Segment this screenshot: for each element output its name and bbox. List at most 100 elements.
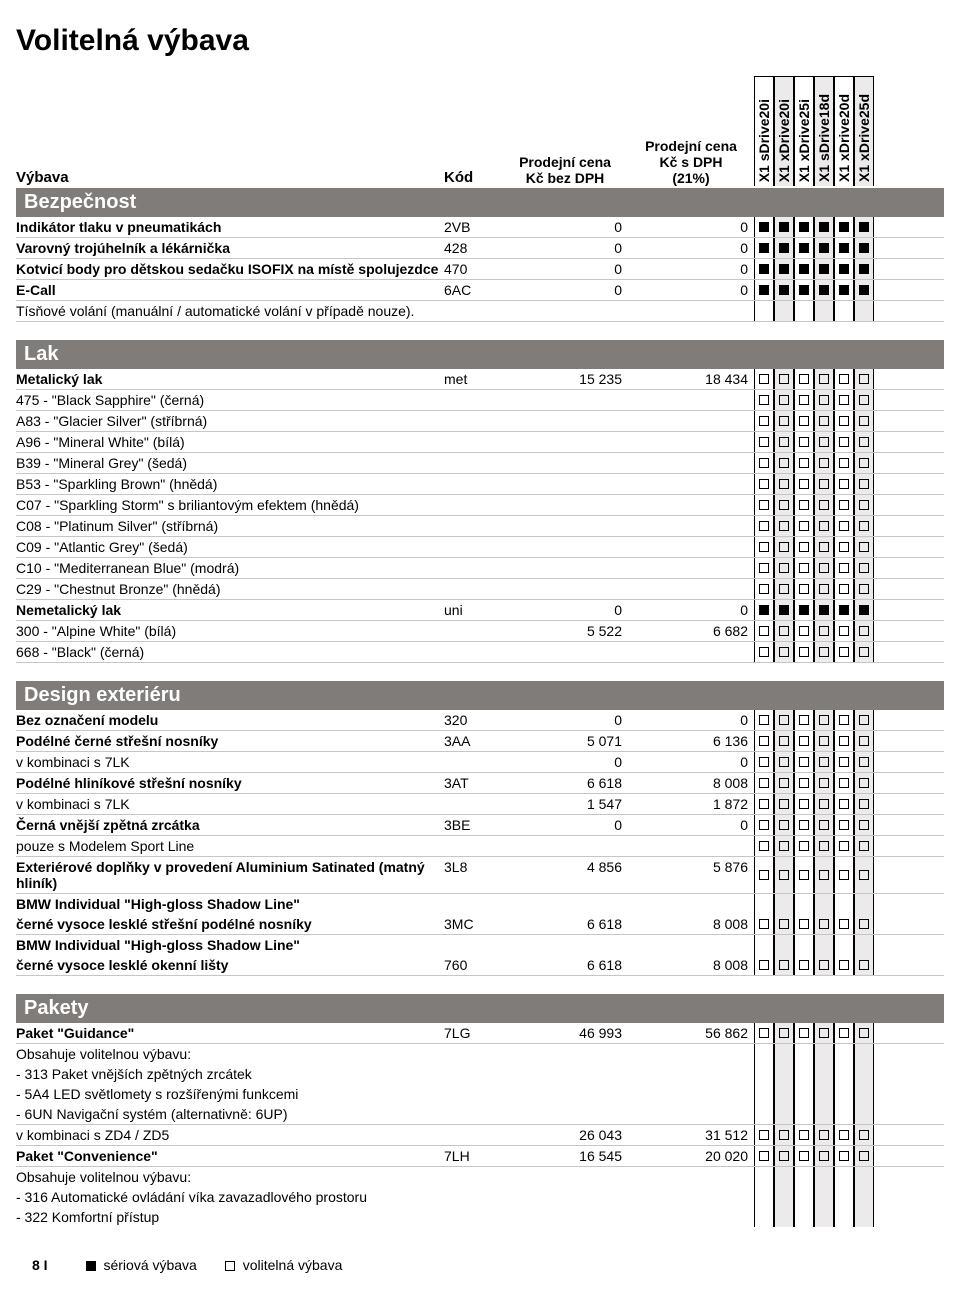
model-cell	[754, 432, 774, 452]
empty-square-icon	[759, 799, 769, 809]
model-cell	[754, 1023, 774, 1043]
model-cell	[774, 453, 794, 473]
row-price2: 6 136	[628, 731, 754, 751]
table-row: Varovný trojúhelník a lékárnička42800	[16, 238, 944, 259]
model-cell	[814, 710, 834, 730]
model-cell	[834, 642, 854, 662]
empty-square-icon	[799, 715, 809, 725]
row-price1: 5 071	[502, 731, 628, 751]
row-price1	[502, 474, 628, 494]
model-cell	[854, 369, 874, 389]
row-label: Bez označení modelu	[16, 710, 444, 730]
model-cell	[774, 894, 794, 914]
model-cell	[834, 301, 854, 321]
model-cell	[854, 752, 874, 772]
row-code	[444, 537, 502, 557]
row-code	[444, 794, 502, 814]
row-price2: 20 020	[628, 1146, 754, 1166]
model-cell	[794, 390, 814, 410]
empty-square-icon	[779, 841, 789, 851]
row-price2: 1 872	[628, 794, 754, 814]
row-models	[754, 1023, 874, 1043]
empty-square-icon	[819, 919, 829, 929]
page-title: Volitelná výbava	[16, 24, 944, 58]
model-cell	[774, 432, 794, 452]
hdr-price2: Prodejní cenaKč s DPH(21%)	[628, 138, 754, 186]
row-label: Varovný trojúhelník a lékárnička	[16, 238, 444, 258]
row-models	[754, 537, 874, 557]
row-price2	[628, 1187, 754, 1207]
empty-square-icon	[859, 626, 869, 636]
hdr-price1: Prodejní cenaKč bez DPH	[502, 154, 628, 186]
model-cell	[774, 390, 794, 410]
row-code: 3AT	[444, 773, 502, 793]
model-cell	[754, 621, 774, 641]
row-models	[754, 935, 874, 955]
model-cell	[774, 411, 794, 431]
empty-square-icon	[859, 799, 869, 809]
table-row: Kotvicí body pro dětskou sedačku ISOFIX …	[16, 259, 944, 280]
empty-square-icon	[779, 500, 789, 510]
model-cell	[834, 731, 854, 751]
row-code	[444, 432, 502, 452]
table-row: Indikátor tlaku v pneumatikách2VB00	[16, 217, 944, 238]
model-cell	[814, 731, 834, 751]
row-code	[444, 390, 502, 410]
model-cell	[774, 836, 794, 856]
empty-square-icon	[819, 757, 829, 767]
model-cell	[794, 1187, 814, 1207]
row-code	[444, 1187, 502, 1207]
empty-square-icon	[759, 374, 769, 384]
model-cell	[774, 1187, 794, 1207]
row-models	[754, 1187, 874, 1207]
row-price2: 6 682	[628, 621, 754, 641]
model-cell	[834, 411, 854, 431]
empty-square-icon	[859, 1130, 869, 1140]
row-code: 3L8	[444, 857, 502, 893]
empty-square-icon	[859, 715, 869, 725]
model-cell	[854, 836, 874, 856]
model-cell	[794, 1064, 814, 1084]
row-label: 475 - "Black Sapphire" (černá)	[16, 390, 444, 410]
empty-square-icon	[819, 479, 829, 489]
model-cell	[794, 411, 814, 431]
empty-square-icon	[779, 416, 789, 426]
row-code	[444, 516, 502, 536]
empty-square-icon	[819, 870, 829, 880]
model-cell	[814, 453, 834, 473]
row-models	[754, 1207, 874, 1227]
row-price1	[502, 495, 628, 515]
model-cell	[774, 1064, 794, 1084]
model-cell	[854, 579, 874, 599]
model-cell	[754, 1044, 774, 1064]
row-price2	[628, 411, 754, 431]
model-cell	[794, 955, 814, 975]
model-cell	[754, 815, 774, 835]
empty-square-icon	[759, 1151, 769, 1161]
model-header: X1 xDrive25i	[794, 76, 814, 186]
empty-square-icon	[859, 778, 869, 788]
filled-square-icon	[799, 243, 809, 253]
empty-square-icon	[779, 715, 789, 725]
model-cell	[754, 710, 774, 730]
row-models	[754, 495, 874, 515]
row-models	[754, 642, 874, 662]
model-cell	[854, 794, 874, 814]
row-price2	[628, 474, 754, 494]
empty-square-icon	[839, 395, 849, 405]
empty-square-icon	[779, 437, 789, 447]
row-code	[444, 301, 502, 321]
model-cell	[774, 301, 794, 321]
row-price1: 1 547	[502, 794, 628, 814]
model-cell	[794, 453, 814, 473]
empty-square-icon	[779, 736, 789, 746]
row-price2	[628, 537, 754, 557]
page-number: 8 I	[32, 1257, 48, 1273]
empty-square-icon	[759, 960, 769, 970]
row-label: C08 - "Platinum Silver" (stříbrná)	[16, 516, 444, 536]
table-row: 300 - "Alpine White" (bílá)5 5226 682	[16, 621, 944, 642]
table-row: 668 - "Black" (černá)	[16, 642, 944, 663]
table-row: B53 - "Sparkling Brown" (hnědá)	[16, 474, 944, 495]
model-cell	[794, 710, 814, 730]
model-cell	[754, 369, 774, 389]
